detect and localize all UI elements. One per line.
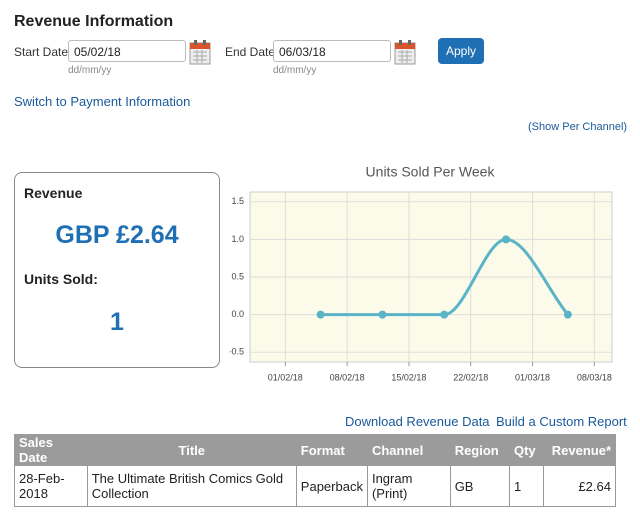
- point: [502, 235, 511, 244]
- table-cell: 28-Feb-2018: [14, 465, 88, 507]
- revenue-label: Revenue: [24, 185, 83, 201]
- calendar-icon[interactable]: [189, 39, 211, 65]
- column-header: Region: [449, 434, 510, 466]
- start-input[interactable]: 05/02/18: [68, 40, 186, 62]
- custom-report-link[interactable]: Build a Custom Report: [496, 414, 627, 429]
- apply-button[interactable]: Apply: [438, 38, 484, 64]
- summary-box: Revenue GBP £2.64 Units Sold: 1: [14, 172, 220, 368]
- table-cell: Paperback: [295, 465, 368, 507]
- units-label: Units Sold:: [24, 271, 98, 287]
- x-tick-label: 01/02/18: [268, 372, 303, 382]
- x-tick-label: 08/03/18: [577, 372, 612, 382]
- chart: Units Sold Per Week 1.5 1.0 0.5 0.0 -0.5 01/0…: [230, 164, 613, 382]
- column-header: Revenue*: [543, 434, 616, 466]
- units-value: 1: [110, 308, 124, 336]
- end-input[interactable]: 06/03/18: [273, 40, 391, 62]
- start-hint: dd/mm/yy: [68, 65, 112, 76]
- table-cell: 1: [508, 465, 545, 507]
- column-header: Qty: [508, 434, 545, 466]
- x-tick-label: 22/02/18: [453, 372, 488, 382]
- column-header: Title: [86, 434, 297, 466]
- x-tick-label: 08/02/18: [330, 372, 365, 382]
- y-tick-label: -0.5: [230, 347, 244, 357]
- start-label: Start Date:: [14, 45, 72, 59]
- calendar-icon[interactable]: [394, 39, 416, 65]
- download-link[interactable]: Download Revenue Data: [345, 414, 490, 429]
- page-title: Revenue Information: [14, 13, 174, 30]
- x-tick-label: 15/02/18: [391, 372, 426, 382]
- line: [320, 237, 570, 317]
- point: [440, 310, 449, 319]
- point: [563, 310, 572, 319]
- y-tick-label: 1.5: [231, 196, 244, 206]
- y-tick-label: 0.5: [231, 271, 244, 281]
- x-tick-label: 01/03/18: [515, 372, 550, 382]
- end-hint: dd/mm/yy: [273, 65, 317, 76]
- switch-link[interactable]: Switch to Payment Information: [14, 94, 191, 109]
- y-tick-label: 0.0: [231, 309, 244, 319]
- point: [316, 310, 325, 319]
- column-header: Format: [295, 434, 368, 466]
- table-cell: The Ultimate British Comics Gold Collect…: [86, 465, 297, 507]
- column-header: Sales Date: [14, 434, 88, 466]
- end-label: End Date:: [225, 45, 279, 59]
- table-cell: Ingram (Print): [366, 465, 451, 507]
- point: [378, 310, 387, 319]
- chart-title: Units Sold Per Week: [366, 164, 496, 180]
- sales-table: Sales Date Title Format Channel Region Qty Rev…: [14, 434, 616, 507]
- column-header: Channel: [366, 434, 451, 466]
- table-cell: £2.64: [543, 465, 616, 507]
- table-row: 28-Feb-2018 The Ultimate British Comics G…: [14, 465, 616, 507]
- y-tick-label: 1.0: [231, 234, 244, 244]
- table-cell: GB: [449, 465, 510, 507]
- per-channel-link[interactable]: (Show Per Channel): [528, 121, 628, 133]
- revenue-value: GBP £2.64: [55, 221, 179, 249]
